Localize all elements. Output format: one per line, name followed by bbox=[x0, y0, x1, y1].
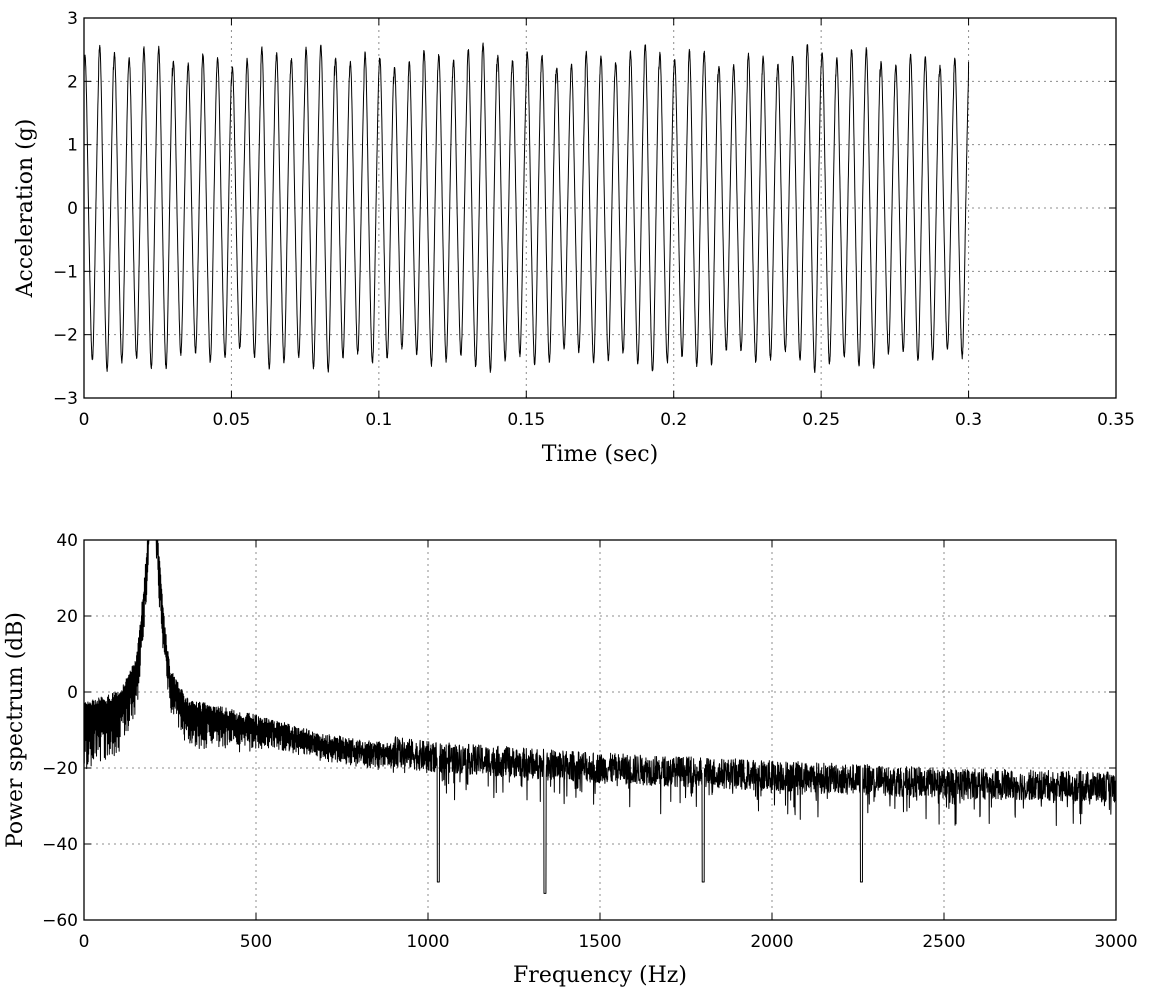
y-tick-label: 0 bbox=[67, 683, 78, 703]
x-tick-label: 0.05 bbox=[212, 410, 250, 430]
ticks: 0 0.05 0.1 0.15 0.2 0.25 0.3 0.35 −3 −2 −1 0 1 2 3 bbox=[53, 9, 1135, 430]
x-tick-label: 0 bbox=[79, 932, 90, 952]
time-signal-plot: 0 0.05 0.1 0.15 0.2 0.25 0.3 0.35 −3 −2 −1 0 1 2 3 Tim… bbox=[13, 9, 1135, 467]
power-spectrum-plot: 0 500 1000 1500 2000 2500 3000 −60 −40 −20 0 20 40 F… bbox=[3, 531, 1138, 988]
ticks: 0 500 1000 1500 2000 2500 3000 −60 −40 −20 0 20 40 bbox=[42, 531, 1138, 952]
y-tick-label: −3 bbox=[53, 389, 78, 409]
y-tick-label: 1 bbox=[67, 136, 78, 156]
y-tick-label: 3 bbox=[67, 9, 78, 29]
acceleration-trace bbox=[83, 42, 970, 374]
x-tick-label: 0.35 bbox=[1097, 410, 1135, 430]
y-tick-label: 40 bbox=[56, 531, 78, 551]
y-axis-label: Power spectrum (dB) bbox=[3, 612, 28, 848]
x-axis-label: Frequency (Hz) bbox=[513, 963, 687, 988]
power-spectrum-trace bbox=[83, 539, 1117, 894]
x-tick-label: 3000 bbox=[1094, 932, 1137, 952]
y-tick-label: −40 bbox=[42, 835, 78, 855]
y-tick-label: −20 bbox=[42, 759, 78, 779]
y-tick-label: 2 bbox=[67, 72, 78, 92]
x-tick-label: 1500 bbox=[578, 932, 621, 952]
x-tick-label: 0.25 bbox=[802, 410, 840, 430]
y-tick-label: 0 bbox=[67, 199, 78, 219]
x-tick-label: 2000 bbox=[750, 932, 793, 952]
y-tick-label: −1 bbox=[53, 262, 78, 282]
x-tick-label: 500 bbox=[240, 932, 272, 952]
x-axis-label: Time (sec) bbox=[542, 442, 658, 467]
y-tick-label: 20 bbox=[56, 607, 78, 627]
x-tick-label: 0 bbox=[79, 410, 90, 430]
y-tick-label: −60 bbox=[42, 911, 78, 931]
x-tick-label: 0.2 bbox=[660, 410, 687, 430]
x-tick-label: 2500 bbox=[922, 932, 965, 952]
x-tick-label: 0.15 bbox=[507, 410, 545, 430]
x-tick-label: 0.3 bbox=[955, 410, 982, 430]
y-tick-label: −2 bbox=[53, 326, 78, 346]
x-tick-label: 0.1 bbox=[365, 410, 392, 430]
x-tick-label: 1000 bbox=[406, 932, 449, 952]
y-axis-label: Acceleration (g) bbox=[13, 119, 38, 299]
